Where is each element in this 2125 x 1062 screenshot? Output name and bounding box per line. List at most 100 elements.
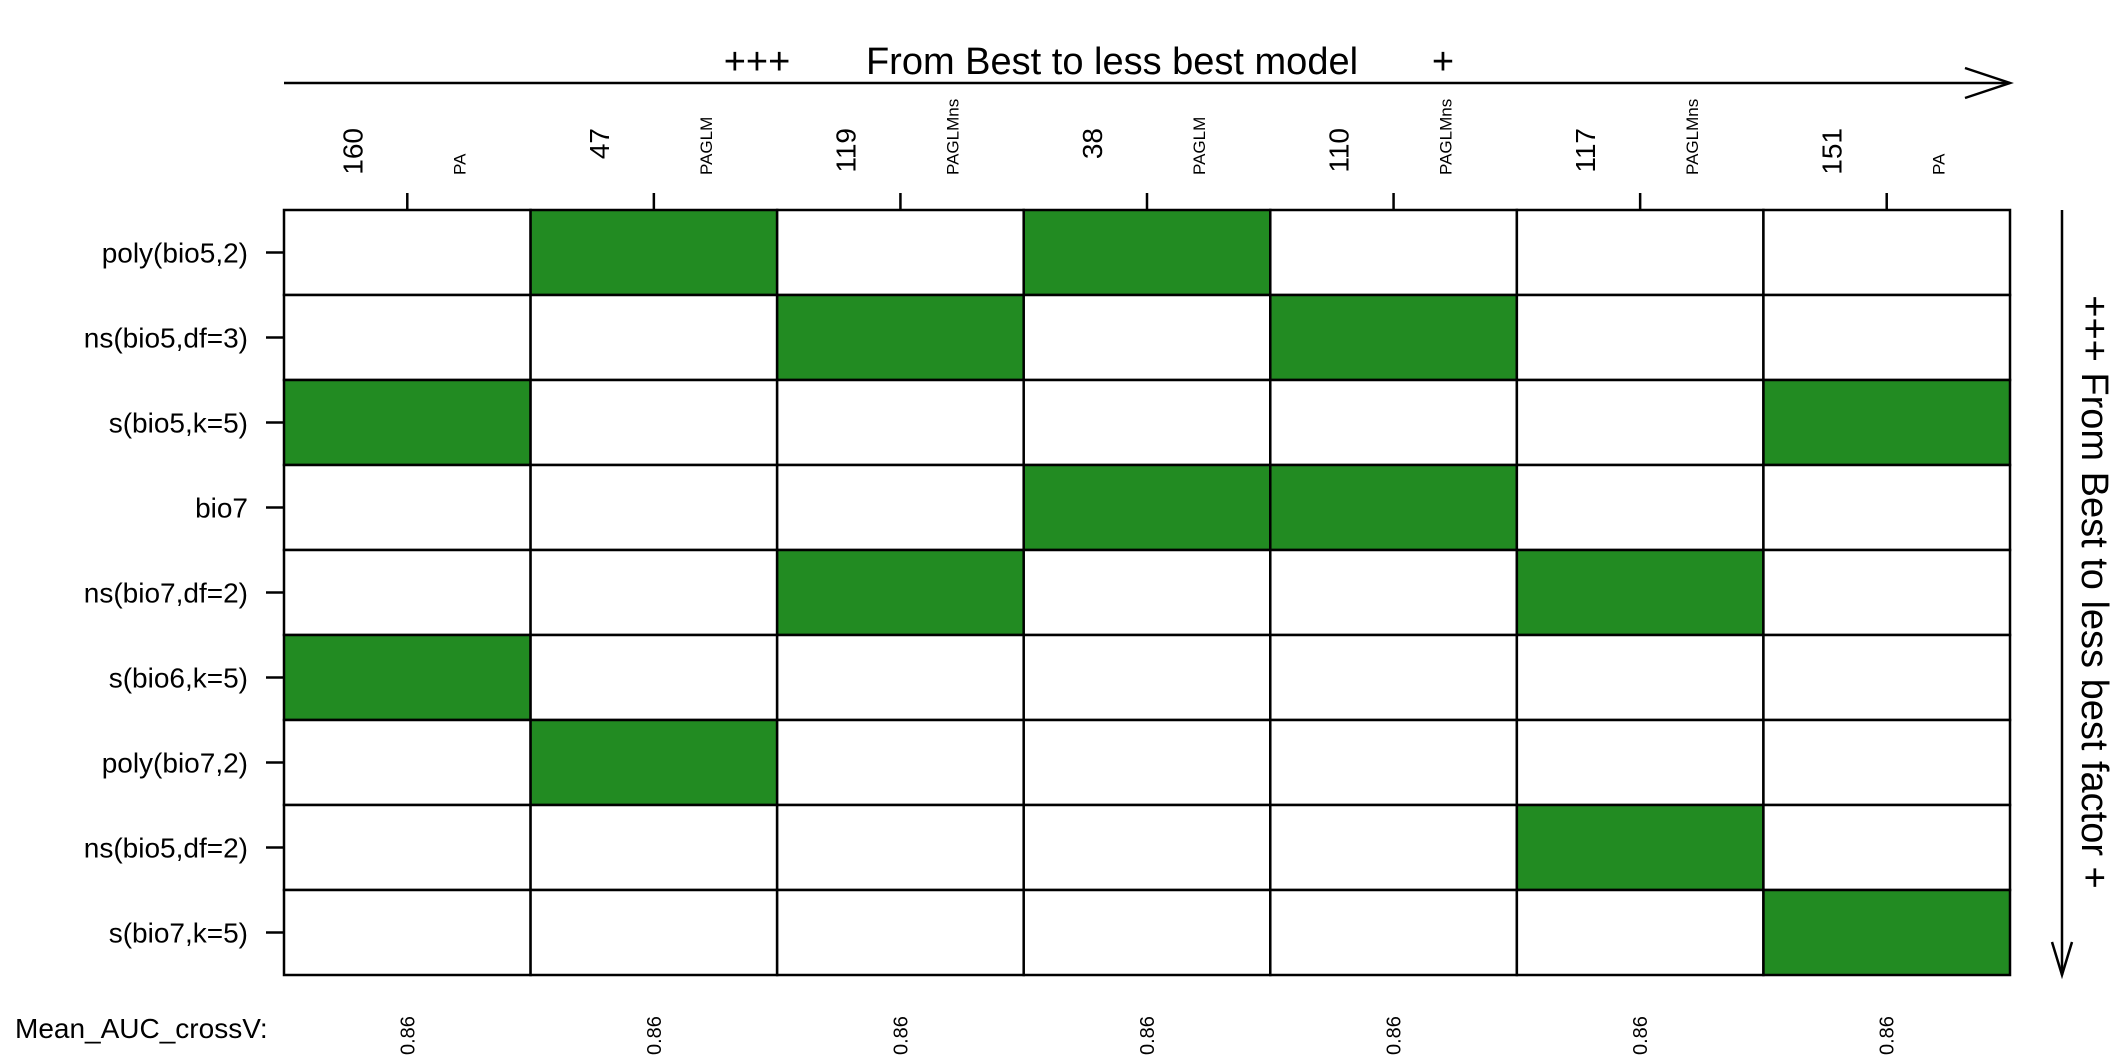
column-type-label: PA — [450, 153, 469, 175]
top-axis-arrowhead — [1964, 66, 2014, 100]
cell-empty — [775, 718, 1025, 807]
cell-filled — [1762, 378, 2012, 467]
cell-empty — [1022, 888, 1272, 977]
auc-value: 0.86 — [397, 1016, 419, 1055]
auc-row-label: Mean_AUC_crossV: — [15, 1013, 268, 1044]
cell-empty — [529, 378, 779, 467]
cell-empty — [1022, 633, 1272, 722]
auc-value: 0.86 — [1137, 1016, 1159, 1055]
right-axis-arrowhead — [2050, 941, 2074, 980]
cell-empty — [775, 208, 1025, 297]
cell-empty — [1515, 888, 1765, 977]
row-label: ns(bio5,df=2) — [84, 833, 248, 864]
cell-empty — [1269, 888, 1519, 977]
cell-empty — [1515, 293, 1765, 382]
auc-value: 0.86 — [644, 1016, 666, 1055]
cell-empty — [529, 548, 779, 637]
cell-filled — [529, 718, 779, 807]
auc-value: 0.86 — [890, 1016, 912, 1055]
cell-empty — [1022, 293, 1272, 382]
cell-empty — [1269, 633, 1519, 722]
cell-empty — [775, 378, 1025, 467]
row-label: ns(bio7,df=2) — [84, 578, 248, 609]
column-type-label: PAGLMns — [943, 99, 962, 175]
cell-empty — [1762, 803, 2012, 892]
cell-empty — [1762, 208, 2012, 297]
column-type-label: PAGLM — [1190, 117, 1209, 175]
column-id-label: 110 — [1324, 128, 1355, 173]
auc-value: 0.86 — [1877, 1016, 1899, 1055]
auc-value: 0.86 — [1384, 1016, 1406, 1055]
cell-filled — [1762, 888, 2012, 977]
cell-filled — [1269, 293, 1519, 382]
cell-empty — [1022, 718, 1272, 807]
column-labels: 160 PA 47 PAGLM 119 PAGLMns 38 PAGLM 110 PAGLMns 1… — [337, 99, 1948, 175]
cell-empty — [1515, 378, 1765, 467]
cell-filled — [282, 633, 532, 722]
cell-filled — [529, 208, 779, 297]
cell-empty — [1269, 548, 1519, 637]
top-axis: +++ From Best to less best model + — [284, 41, 2014, 100]
top-axis-right-marker: + — [1432, 41, 1454, 83]
cell-empty — [775, 463, 1025, 552]
row-label: s(bio6,k=5) — [109, 663, 248, 694]
column-id-label: 38 — [1077, 128, 1108, 159]
cell-empty — [1762, 463, 2012, 552]
column-ticks — [406, 193, 1888, 210]
column-id-label: 117 — [1570, 128, 1601, 173]
column-type-label: PAGLMns — [1437, 99, 1456, 175]
cell-filled — [1022, 208, 1272, 297]
cell-empty — [282, 548, 532, 637]
row-label: s(bio5,k=5) — [109, 408, 248, 439]
cell-empty — [1762, 293, 2012, 382]
column-type-label: PAGLMns — [1683, 99, 1702, 175]
cell-empty — [1269, 718, 1519, 807]
top-axis-title: From Best to less best model — [866, 41, 1358, 83]
cell-filled — [1022, 463, 1272, 552]
cell-empty — [529, 293, 779, 382]
cell-empty — [1762, 718, 2012, 807]
cell-filled — [775, 548, 1025, 637]
row-label: poly(bio5,2) — [102, 238, 248, 269]
cell-empty — [1515, 633, 1765, 722]
column-id-label: 151 — [1817, 128, 1848, 175]
cell-empty — [1022, 803, 1272, 892]
row-ticks — [266, 251, 284, 934]
cell-empty — [1515, 208, 1765, 297]
cell-empty — [282, 208, 532, 297]
column-id-label: 160 — [337, 128, 368, 175]
cell-filled — [1269, 463, 1519, 552]
auc-row: Mean_AUC_crossV: 0.86 0.86 0.86 0.86 0.86 0.8… — [15, 1013, 1899, 1055]
cell-empty — [1762, 633, 2012, 722]
cell-filled — [775, 293, 1025, 382]
row-label: poly(bio7,2) — [102, 748, 248, 779]
row-label: s(bio7,k=5) — [109, 918, 248, 949]
right-axis: +++ From Best to less best factor + — [2050, 210, 2115, 980]
cell-empty — [529, 633, 779, 722]
cell-empty — [282, 718, 532, 807]
column-type-label: PA — [1930, 153, 1949, 175]
row-label: bio7 — [195, 493, 248, 524]
cell-empty — [282, 888, 532, 977]
column-type-label: PAGLM — [697, 117, 716, 175]
cell-empty — [1515, 718, 1765, 807]
cell-empty — [1269, 803, 1519, 892]
column-id-label: 119 — [830, 128, 861, 173]
heatmap-cells — [282, 208, 2012, 977]
cell-filled — [282, 378, 532, 467]
cell-empty — [1022, 378, 1272, 467]
top-axis-left-marker: +++ — [724, 41, 791, 83]
cell-empty — [282, 803, 532, 892]
cell-empty — [529, 463, 779, 552]
cell-empty — [1269, 378, 1519, 467]
cell-empty — [1515, 463, 1765, 552]
cell-empty — [775, 803, 1025, 892]
row-labels: poly(bio5,2) ns(bio5,df=3) s(bio5,k=5) bio7… — [84, 238, 248, 949]
cell-empty — [1269, 208, 1519, 297]
cell-empty — [775, 888, 1025, 977]
cell-empty — [1022, 548, 1272, 637]
cell-filled — [1515, 548, 1765, 637]
cell-empty — [529, 888, 779, 977]
row-label: ns(bio5,df=3) — [84, 323, 248, 354]
